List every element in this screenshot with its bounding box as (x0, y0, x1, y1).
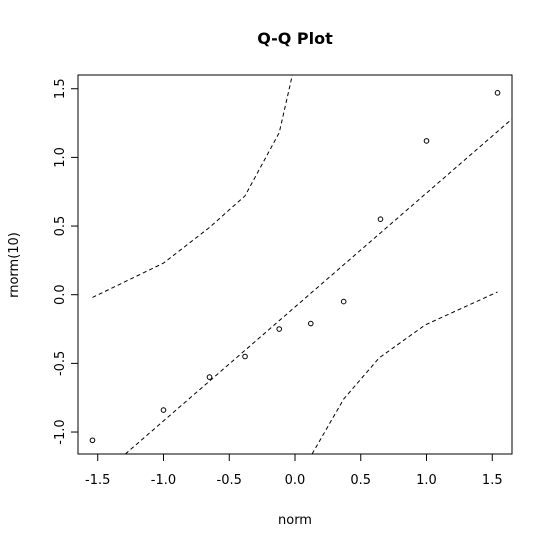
dashed-line (92, 75, 293, 298)
point (494, 90, 501, 96)
x-tick-label: -0.5 (217, 473, 242, 488)
point (206, 374, 213, 380)
x-tick-label: 1.5 (482, 473, 503, 488)
y-axis-label: rnorm(10) (7, 232, 22, 298)
x-tick-label: 1.0 (416, 473, 437, 488)
y-tick-label: 1.5 (53, 78, 68, 99)
y-tick-label: -1.0 (53, 419, 68, 444)
y-tick-label: -0.5 (53, 351, 68, 376)
x-axis-label: norm (278, 513, 312, 528)
point (242, 353, 248, 360)
plot-area (89, 75, 512, 454)
x-tick-label: 0.5 (350, 473, 371, 488)
point (160, 407, 167, 413)
point (340, 298, 347, 305)
y-tick-label: 0.5 (53, 216, 68, 237)
x-tick-label: -1.0 (151, 473, 176, 488)
point (89, 437, 96, 444)
point (276, 326, 283, 332)
point (423, 138, 430, 144)
x-tick-label: 0.0 (285, 473, 306, 488)
point (307, 320, 314, 327)
y-tick-label: 0.0 (53, 284, 68, 305)
chart-title: Q-Q Plot (257, 29, 333, 48)
x-tick-label: -1.5 (85, 473, 110, 488)
dashed-line (125, 118, 512, 454)
dashed-line (311, 291, 498, 454)
point (377, 216, 384, 222)
y-tick-label: 1.0 (53, 147, 68, 168)
